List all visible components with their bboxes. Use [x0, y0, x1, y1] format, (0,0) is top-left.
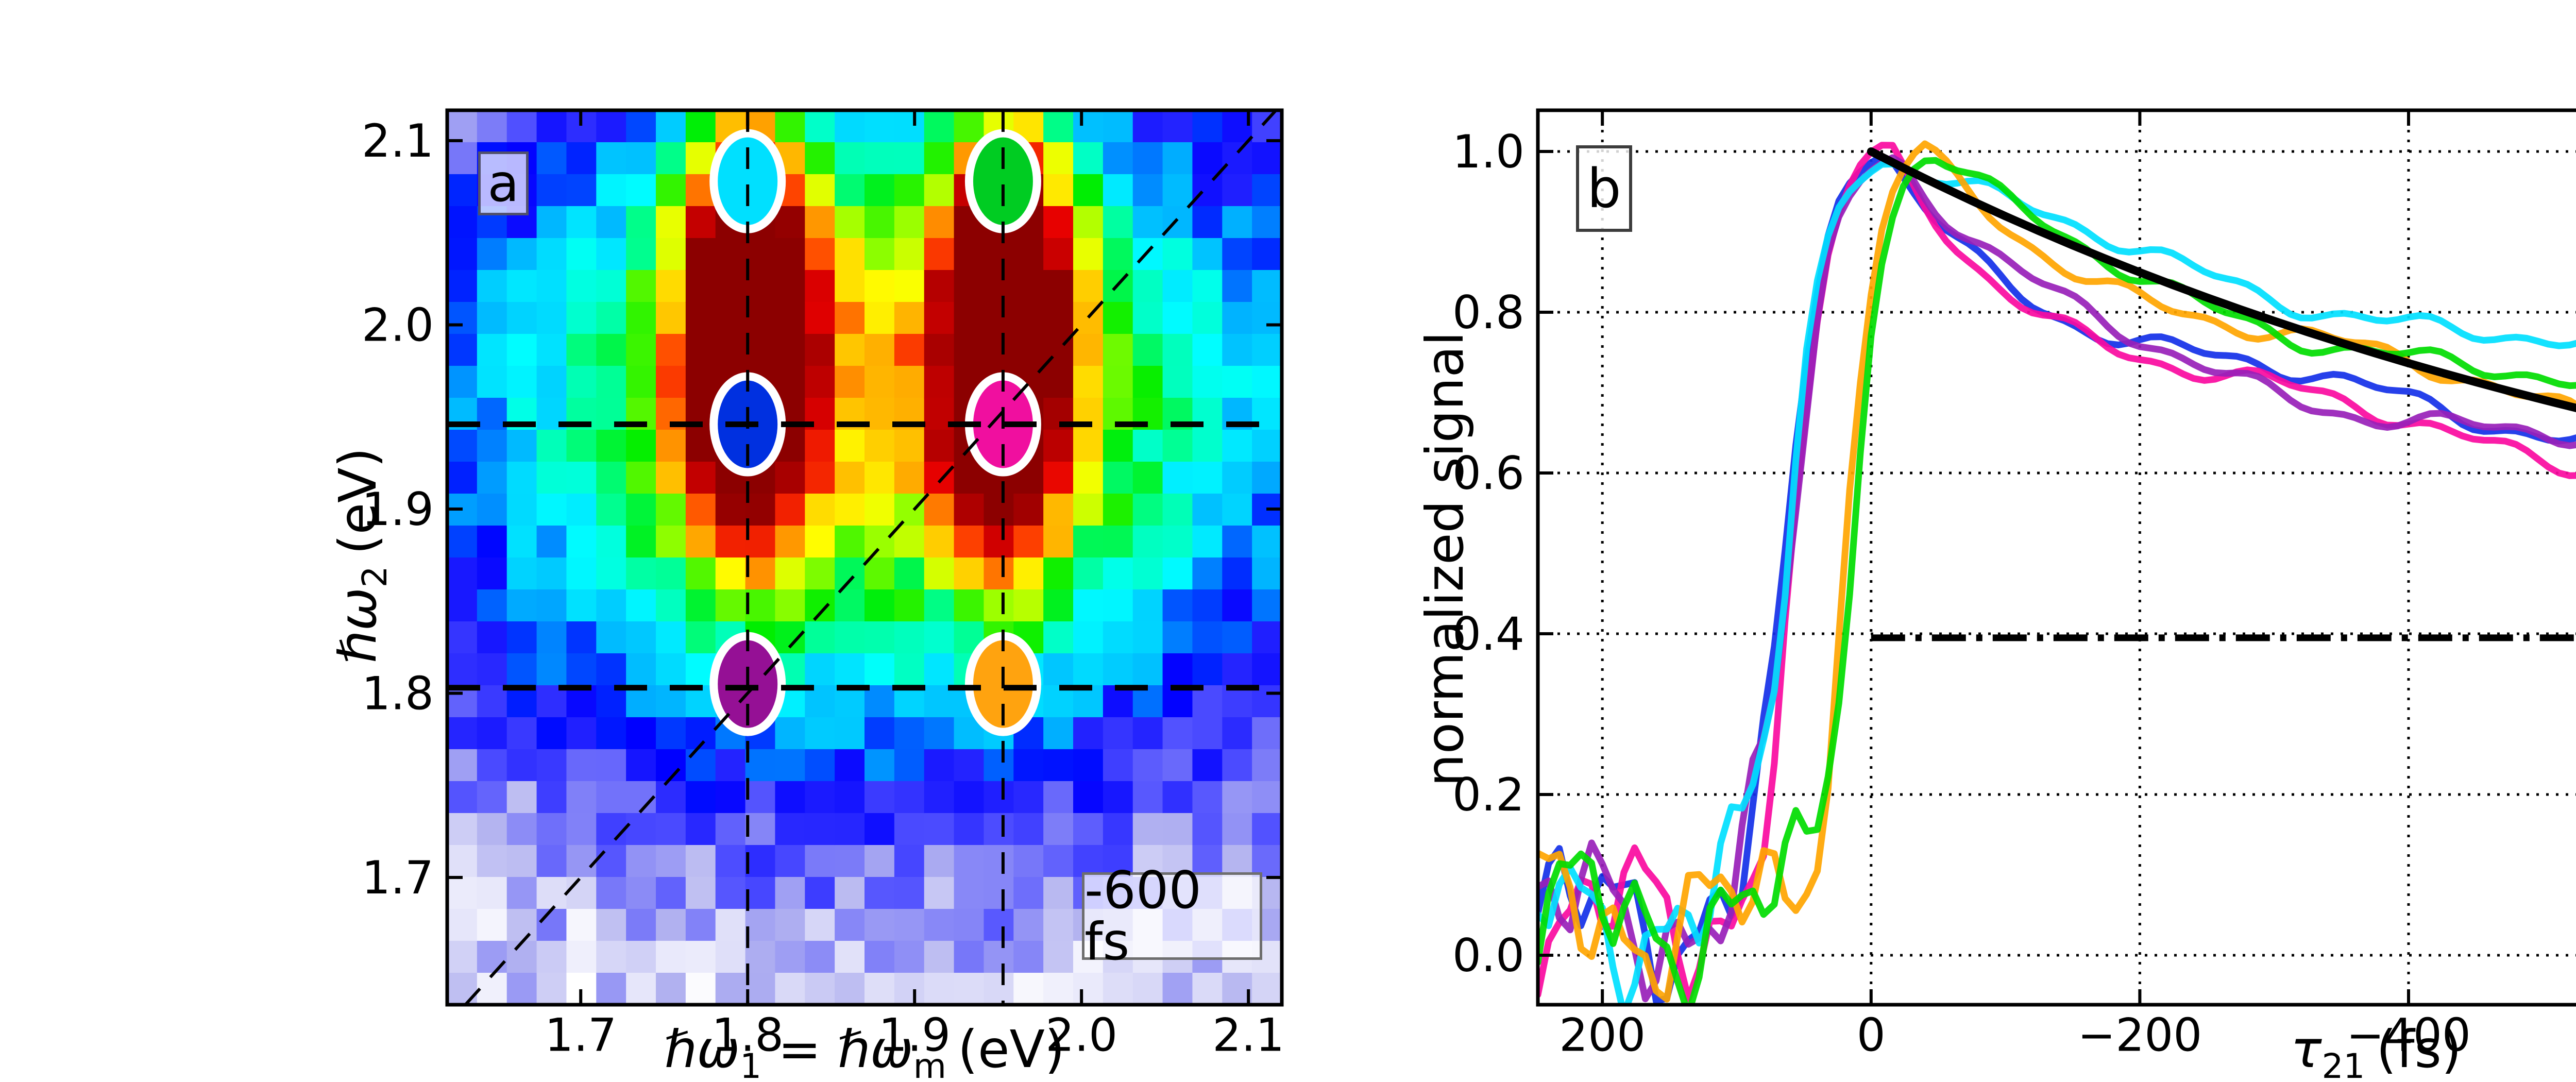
- panel-a-axes-ytick-label: 1.7: [362, 851, 434, 904]
- panel-a-axes-ytick-label: 1.9: [362, 483, 434, 536]
- panel-a-yaxis-title: ℏω2(eV): [328, 447, 395, 664]
- panel-a-axes-xtick-label: 2.0: [1045, 1009, 1117, 1062]
- panel-a-axes-xtick-label: 1.8: [711, 1009, 784, 1062]
- panel-b-xaxis-title: τ21 (fs): [2291, 1019, 2462, 1082]
- panel-a-axes-xtick-label: 2.1: [1212, 1009, 1284, 1062]
- panel-a-axes-ytick-label: 1.8: [362, 667, 434, 720]
- panel-a-tag: a: [487, 153, 519, 213]
- panel-a-xaxis-title: ℏω1 = ℏωm (eV): [664, 1019, 1065, 1082]
- panel-a-axes-xtick-label: 1.7: [545, 1009, 617, 1062]
- hbar-omega-2: ℏω: [328, 587, 388, 664]
- trace-purple: [1538, 154, 2576, 1003]
- panel-a: [447, 109, 1283, 1006]
- panel-b-axes-ytick-label: 0.0: [1452, 929, 1524, 982]
- trace-cyan: [1538, 160, 2576, 1005]
- panel-b-axes-ytick-label: 0.6: [1452, 447, 1524, 500]
- panel-b-axes-ytick-label: 0.8: [1452, 286, 1524, 339]
- dashed-guides: [447, 109, 1282, 1006]
- panel-b: [1538, 110, 2576, 1005]
- exponential-fit-line: [1867, 147, 2576, 412]
- hbar-omega-1: ℏω: [664, 1019, 740, 1079]
- panel-a-axes: 1.7 1.8 1.9 2.0 2.1 1.7 1.8 1.9 2.0 2.1: [362, 108, 1284, 1062]
- panel-b-axes-xtick-label: −200: [2078, 1009, 2202, 1062]
- panel-b-axes-xtick-label: 0: [1857, 1009, 1886, 1062]
- delay-time-label: -600 fs: [1084, 860, 1201, 972]
- trace-orange: [1538, 140, 2576, 1003]
- panel-a-axes-ytick-label: 2.1: [362, 114, 434, 167]
- trace-magenta: [1538, 142, 2576, 1002]
- panel-b-axes-ytick-label: 0.2: [1452, 768, 1524, 821]
- hbar-omega-m: ℏω: [837, 1019, 913, 1079]
- panel-b-tag-box: b: [1576, 145, 1632, 232]
- grid-lines: [1538, 110, 2576, 1005]
- panel-a-axes-ytick-label: 2.0: [362, 298, 434, 351]
- panel-b-axes-xtick-label: −400: [2346, 1009, 2471, 1062]
- panel-b-tag: b: [1587, 157, 1621, 220]
- panel-a-axes-xtick-label: 1.9: [878, 1009, 951, 1062]
- delay-time-box: -600 fs: [1082, 865, 1262, 968]
- decay-traces: [1538, 140, 2576, 1005]
- panel-b-axes: 2000−200−400−600−800−10000.00.20.40.60.8…: [1452, 108, 2576, 1062]
- panel-b-axes-ytick-label: 1.0: [1452, 125, 1524, 178]
- diagonal-line: [464, 109, 1277, 1006]
- tau-symbol: τ: [2291, 1019, 2322, 1079]
- panel-a-tag-box: a: [478, 151, 529, 215]
- panel-b-yaxis-title: normalized signal: [1415, 331, 1475, 787]
- panel-b-axes-ytick-label: 0.4: [1452, 607, 1524, 661]
- panel-b-axes-xtick-label: 200: [1559, 1009, 1646, 1062]
